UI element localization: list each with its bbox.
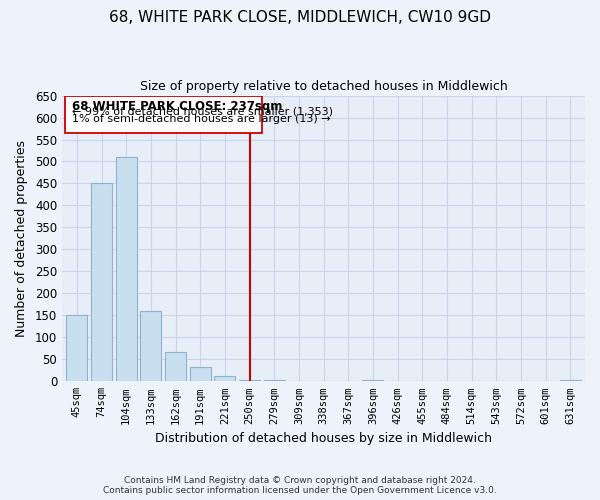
Bar <box>67 316 88 382</box>
Bar <box>65 96 262 133</box>
Text: 1% of semi-detached houses are larger (13) →: 1% of semi-detached houses are larger (1… <box>72 114 331 124</box>
Bar <box>190 367 211 382</box>
X-axis label: Distribution of detached houses by size in Middlewich: Distribution of detached houses by size … <box>155 432 492 445</box>
Title: Size of property relative to detached houses in Middlewich: Size of property relative to detached ho… <box>140 80 508 93</box>
Y-axis label: Number of detached properties: Number of detached properties <box>15 140 28 337</box>
Bar <box>214 376 235 382</box>
Bar <box>239 380 260 382</box>
Bar <box>165 352 186 382</box>
Text: 68, WHITE PARK CLOSE, MIDDLEWICH, CW10 9GD: 68, WHITE PARK CLOSE, MIDDLEWICH, CW10 9… <box>109 10 491 25</box>
Bar <box>264 380 284 382</box>
Bar <box>560 380 581 382</box>
Bar <box>362 380 383 382</box>
Text: 68 WHITE PARK CLOSE: 237sqm: 68 WHITE PARK CLOSE: 237sqm <box>72 100 282 113</box>
Text: Contains HM Land Registry data © Crown copyright and database right 2024.
Contai: Contains HM Land Registry data © Crown c… <box>103 476 497 495</box>
Bar <box>91 184 112 382</box>
Bar <box>116 157 137 382</box>
Bar <box>140 311 161 382</box>
Text: ← 99% of detached houses are smaller (1,353): ← 99% of detached houses are smaller (1,… <box>72 107 333 117</box>
